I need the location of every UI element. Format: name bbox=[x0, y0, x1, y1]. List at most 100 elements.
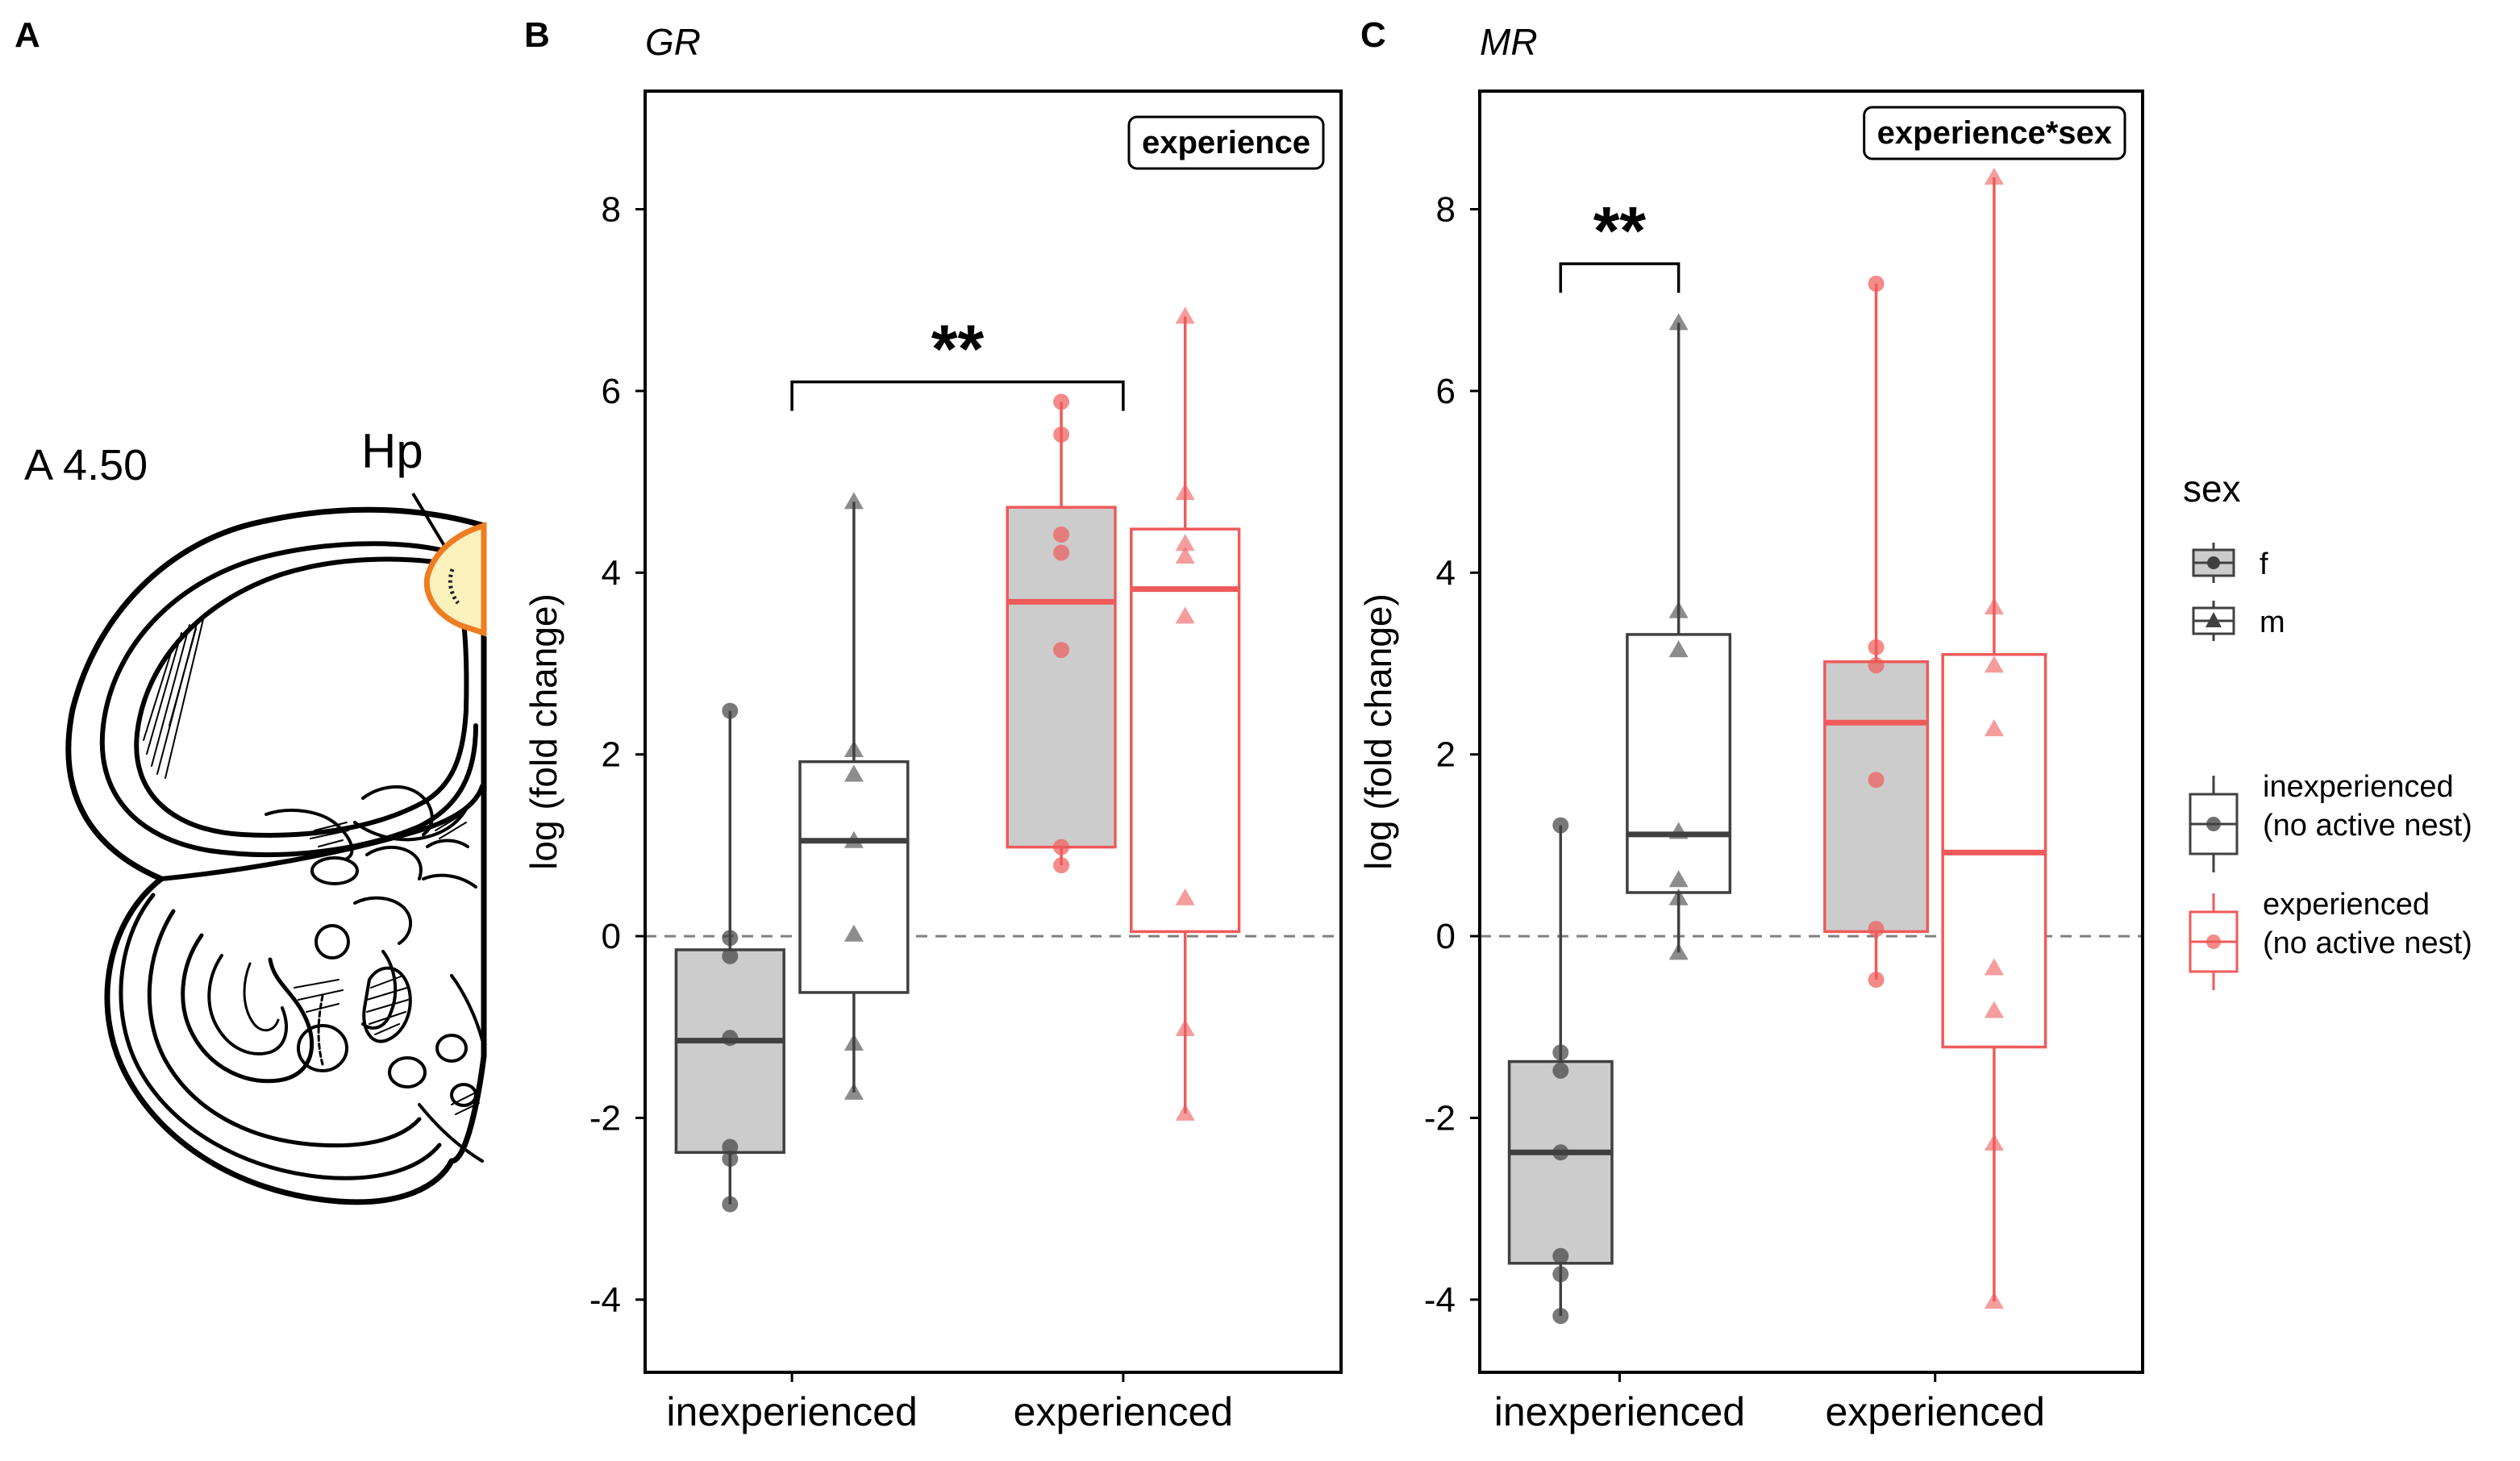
data-point-circle bbox=[1868, 639, 1885, 656]
data-point-circle bbox=[722, 1196, 739, 1213]
panel-label: C bbox=[1360, 15, 1386, 55]
plot-frame bbox=[1478, 89, 2144, 1374]
data-point-triangle bbox=[1668, 888, 1689, 905]
data-point-triangle bbox=[1984, 958, 2004, 976]
data-point-circle bbox=[1053, 839, 1070, 855]
y-tick-label: 2 bbox=[602, 735, 621, 775]
y-tick-label: -2 bbox=[589, 1098, 621, 1138]
plot-frame bbox=[644, 89, 1343, 1374]
data-point-triangle bbox=[1175, 1019, 1195, 1037]
data-point-circle bbox=[1053, 857, 1070, 874]
y-tick-label: 4 bbox=[602, 553, 621, 593]
box-inexperienced-m bbox=[798, 492, 910, 1100]
data-point-circle bbox=[1868, 657, 1885, 674]
box-experienced-m bbox=[1130, 306, 1241, 1121]
data-point-triangle bbox=[1984, 168, 2004, 185]
box-experienced-m bbox=[1941, 168, 2047, 1309]
chart-layer: B GR -4 -2 0 2 4 6 8 log (fold change) inexperienc… bbox=[523, 15, 2144, 1434]
legend-key-m bbox=[2192, 601, 2235, 641]
chart-panel-b: B GR -4 -2 0 2 4 6 8 log (fold change) inexperienc… bbox=[523, 15, 1343, 1434]
y-tick-label: -4 bbox=[589, 1280, 621, 1320]
legend-key-f bbox=[2192, 543, 2235, 583]
legend-f-label: f bbox=[2260, 547, 2268, 581]
data-point-triangle bbox=[843, 492, 864, 510]
effect-label-box bbox=[1127, 115, 1325, 170]
data-point-triangle bbox=[1668, 822, 1689, 839]
data-point-triangle bbox=[1175, 888, 1195, 905]
box-body bbox=[798, 760, 910, 994]
data-point-circle bbox=[1053, 393, 1070, 410]
data-point-triangle bbox=[1175, 306, 1195, 324]
data-point-triangle bbox=[843, 1034, 864, 1051]
data-point-circle bbox=[722, 1030, 739, 1047]
data-point-triangle bbox=[843, 764, 864, 782]
y-tick-label: -2 bbox=[1424, 1098, 1456, 1138]
legend-circle-marker bbox=[2207, 556, 2220, 569]
chart-panel-c: C MR -4 -2 0 2 4 6 8 log (fold change) inexperienc… bbox=[1357, 15, 2144, 1434]
data-point-triangle bbox=[1175, 1103, 1195, 1121]
data-point-circle bbox=[1053, 544, 1070, 561]
box-body bbox=[1130, 527, 1241, 934]
effect-label-box bbox=[1863, 106, 2126, 160]
x-tick-label: inexperienced bbox=[1494, 1389, 1745, 1434]
data-point-triangle bbox=[1984, 656, 2004, 673]
legend-key-inexperienced bbox=[2189, 776, 2239, 872]
y-tick-label: 2 bbox=[1436, 735, 1456, 775]
data-point-triangle bbox=[843, 924, 864, 942]
y-tick-label: -4 bbox=[1424, 1280, 1456, 1320]
box-experienced-f bbox=[1823, 275, 1930, 989]
hippocampus-label: Hp bbox=[361, 424, 423, 478]
legend-experienced-line2: (no active nest) bbox=[2263, 926, 2472, 960]
y-tick-label: 6 bbox=[602, 372, 621, 411]
data-point-triangle bbox=[1984, 1292, 2004, 1309]
significance-label: ** bbox=[931, 311, 985, 387]
data-point-triangle bbox=[843, 830, 864, 848]
legend-inexperienced-line2: (no active nest) bbox=[2263, 809, 2472, 843]
brain-section-drawing bbox=[65, 506, 487, 1205]
significance-label: ** bbox=[1593, 193, 1647, 268]
significance-bracket bbox=[790, 380, 1125, 411]
y-tick-label: 8 bbox=[602, 190, 621, 230]
data-point-triangle bbox=[1668, 601, 1689, 618]
y-tick-label: 0 bbox=[602, 917, 621, 956]
panel-a-label: A bbox=[15, 15, 40, 55]
x-tick-label: experienced bbox=[1826, 1389, 2045, 1434]
data-point-triangle bbox=[1175, 546, 1195, 564]
data-point-triangle bbox=[1668, 943, 1689, 960]
data-point-circle bbox=[1552, 1144, 1569, 1161]
data-point-circle bbox=[1868, 921, 1885, 938]
y-axis-label: log (fold change) bbox=[523, 593, 564, 870]
data-point-circle bbox=[722, 930, 739, 947]
box-inexperienced-f bbox=[1507, 817, 1614, 1325]
legend-inexperienced-line1: inexperienced bbox=[2263, 770, 2454, 804]
x-tick-label: inexperienced bbox=[666, 1389, 917, 1434]
data-point-triangle bbox=[1668, 313, 1689, 331]
data-point-circle bbox=[1552, 817, 1569, 834]
y-tick-label: 0 bbox=[1436, 917, 1456, 956]
chart-title: GR bbox=[645, 21, 701, 63]
data-point-triangle bbox=[1984, 597, 2004, 615]
data-point-circle bbox=[1868, 972, 1885, 989]
box-experienced-f bbox=[1006, 393, 1117, 874]
box-body bbox=[1626, 633, 1732, 894]
data-point-circle bbox=[1552, 1308, 1569, 1325]
panel-a: A A 4.50 Hp bbox=[15, 15, 487, 1205]
data-point-triangle bbox=[1984, 1001, 2004, 1018]
data-point-triangle bbox=[1668, 640, 1689, 658]
data-point-circle bbox=[1552, 1062, 1569, 1079]
panel-label: B bbox=[524, 15, 550, 55]
hatching-left bbox=[143, 618, 204, 779]
data-point-circle bbox=[1552, 1044, 1569, 1061]
data-point-circle bbox=[1868, 772, 1885, 789]
legend-sex-title: sex bbox=[2183, 468, 2241, 510]
legend-key-experienced bbox=[2189, 893, 2239, 990]
legend-m-label: m bbox=[2260, 606, 2285, 639]
box-inexperienced-f bbox=[674, 702, 785, 1213]
hippocampus-cell-layer bbox=[448, 568, 460, 605]
box-body bbox=[1823, 660, 1930, 934]
data-point-circle bbox=[1552, 1266, 1569, 1283]
data-point-circle bbox=[1053, 642, 1070, 659]
y-axis-label: log (fold change) bbox=[1357, 593, 1399, 870]
data-point-triangle bbox=[1984, 719, 2004, 737]
